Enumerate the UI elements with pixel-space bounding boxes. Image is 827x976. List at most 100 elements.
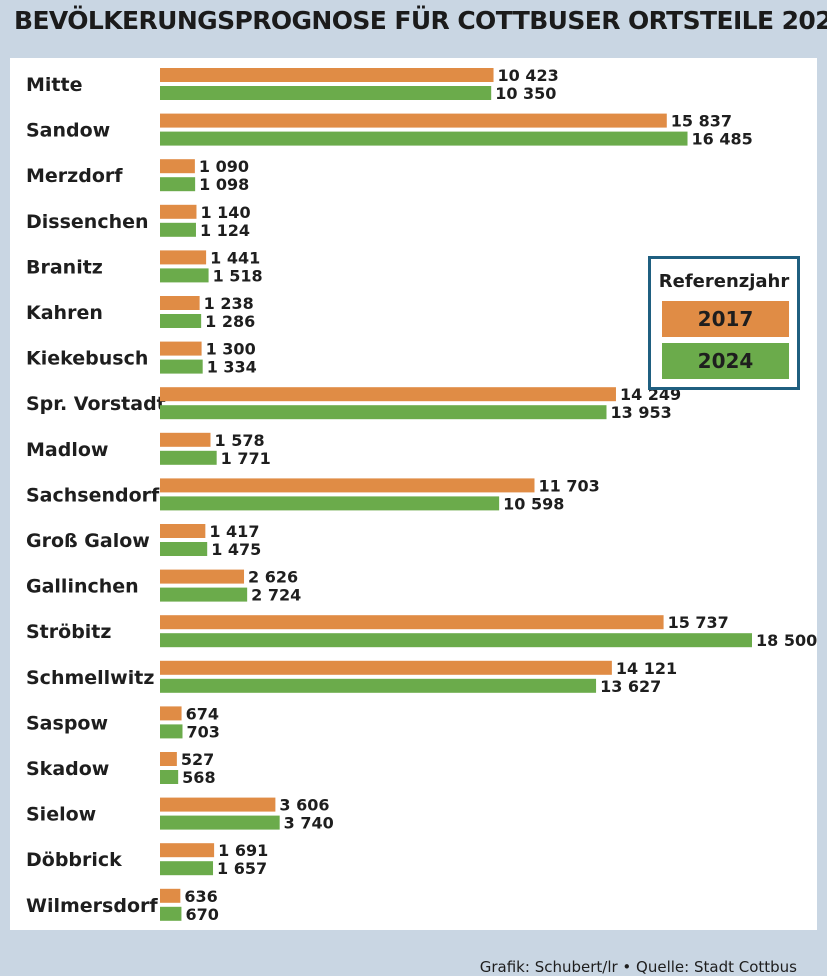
data-label-2024: 703	[186, 722, 219, 741]
data-label-2017: 15 837	[671, 112, 732, 131]
category-label: Spr. Vorstadt	[26, 393, 166, 415]
bar-2017	[160, 569, 245, 584]
category-label: Wilmersdorf	[26, 895, 158, 917]
bar-2024	[160, 678, 597, 693]
category-label: Kahren	[26, 302, 103, 324]
category-label: Skadow	[26, 758, 109, 780]
data-label-2017: 1 578	[214, 431, 264, 450]
data-label-2024: 1 475	[211, 540, 261, 559]
data-label-2017: 1 300	[206, 340, 256, 359]
bar-2024	[160, 496, 500, 511]
category-label: Groß Galow	[26, 530, 150, 552]
data-label-2024: 1 124	[200, 221, 250, 240]
bar-2017	[160, 159, 195, 174]
bar-2017	[160, 432, 211, 447]
bar-2017	[160, 341, 202, 356]
bar-2017	[160, 797, 276, 812]
data-label-2017: 10 423	[498, 66, 559, 85]
bar-2024	[160, 587, 248, 602]
category-label: Mitte	[26, 74, 82, 96]
bar-2024	[160, 450, 217, 465]
legend-item-2024: 2024	[662, 343, 789, 379]
category-label: Schmellwitz	[26, 667, 154, 689]
data-label-2017: 674	[186, 704, 219, 723]
bar-2017	[160, 204, 197, 219]
bar-2024	[160, 222, 196, 237]
bar-2024	[160, 405, 607, 420]
bar-2024	[160, 861, 214, 876]
data-label-2024: 1 098	[199, 175, 249, 194]
bar-2017	[160, 478, 535, 493]
bar-2017	[160, 524, 206, 538]
category-label: Branitz	[26, 256, 103, 278]
category-label: Döbbrick	[26, 849, 122, 871]
bar-2017	[160, 250, 207, 265]
data-label-2024: 13 627	[600, 677, 661, 696]
data-label-2024: 1 518	[213, 266, 263, 285]
legend-title: Referenzjahr	[658, 271, 790, 292]
bar-2017	[160, 68, 494, 82]
bar-2024	[160, 724, 183, 739]
data-label-2017: 11 703	[538, 476, 599, 495]
data-label-2024: 13 953	[610, 403, 671, 422]
bar-2024	[160, 815, 280, 830]
bar-2024	[160, 633, 752, 648]
category-label: Dissenchen	[26, 211, 149, 233]
bar-2024	[160, 131, 688, 146]
category-label: Kiekebusch	[26, 348, 148, 370]
category-label: Sachsendorf	[26, 484, 160, 506]
bar-2017	[160, 113, 667, 128]
source-credit: Grafik: Schubert/lr • Quelle: Stadt Cott…	[479, 958, 797, 976]
data-label-2017: 1 441	[210, 248, 260, 267]
data-label-2017: 3 606	[279, 796, 329, 815]
category-label: Sandow	[26, 120, 110, 142]
category-label: Madlow	[26, 439, 108, 461]
data-label-2024: 10 598	[503, 494, 564, 513]
bar-2017	[160, 387, 616, 402]
data-label-2017: 527	[181, 750, 214, 769]
bar-2024	[160, 906, 182, 921]
data-label-2024: 16 485	[692, 130, 753, 149]
bar-2017	[160, 296, 200, 310]
data-label-2017: 15 737	[668, 613, 729, 632]
data-label-2024: 2 724	[251, 586, 301, 605]
bar-2024	[160, 268, 209, 283]
legend: Referenzjahr 2017 2024	[648, 256, 800, 390]
data-label-2017: 1 691	[218, 841, 268, 860]
bar-2024	[160, 770, 179, 784]
data-label-2024: 3 740	[284, 814, 334, 833]
bar-2024	[160, 86, 492, 100]
data-label-2017: 2 626	[248, 568, 298, 587]
data-label-2024: 1 657	[217, 859, 267, 878]
category-label: Gallinchen	[26, 576, 139, 598]
bar-2024	[160, 177, 196, 192]
bar-2024	[160, 314, 202, 328]
data-label-2017: 1 140	[200, 203, 250, 222]
legend-item-2017: 2017	[662, 301, 789, 337]
bar-2024	[160, 542, 208, 556]
data-label-2024: 1 334	[207, 358, 257, 377]
data-label-2024: 1 286	[205, 312, 255, 331]
bar-2017	[160, 752, 177, 766]
chart-panel: Mitte 10 423 10 350 Sandow 15 837 16 485 Merzd…	[10, 58, 817, 976]
category-label: Sielow	[26, 804, 96, 826]
category-label: Merzdorf	[26, 165, 123, 187]
data-label-2017: 1 238	[204, 294, 254, 313]
category-label: Saspow	[26, 712, 108, 734]
bar-2017	[160, 706, 182, 721]
data-label-2024: 18 500	[756, 631, 817, 650]
data-label-2017: 1 090	[199, 157, 249, 176]
data-label-2024: 670	[185, 905, 218, 924]
data-label-2017: 636	[184, 887, 217, 906]
data-label-2024: 1 771	[221, 449, 271, 468]
bar-2017	[160, 888, 181, 903]
data-label-2017: 14 121	[616, 659, 677, 678]
data-label-2024: 568	[182, 768, 215, 787]
data-label-2017: 1 417	[209, 522, 259, 541]
bar-2024	[160, 359, 203, 374]
bar-2017	[160, 843, 215, 858]
bar-2017	[160, 615, 664, 630]
bar-2017	[160, 660, 612, 675]
data-label-2024: 10 350	[495, 84, 556, 103]
